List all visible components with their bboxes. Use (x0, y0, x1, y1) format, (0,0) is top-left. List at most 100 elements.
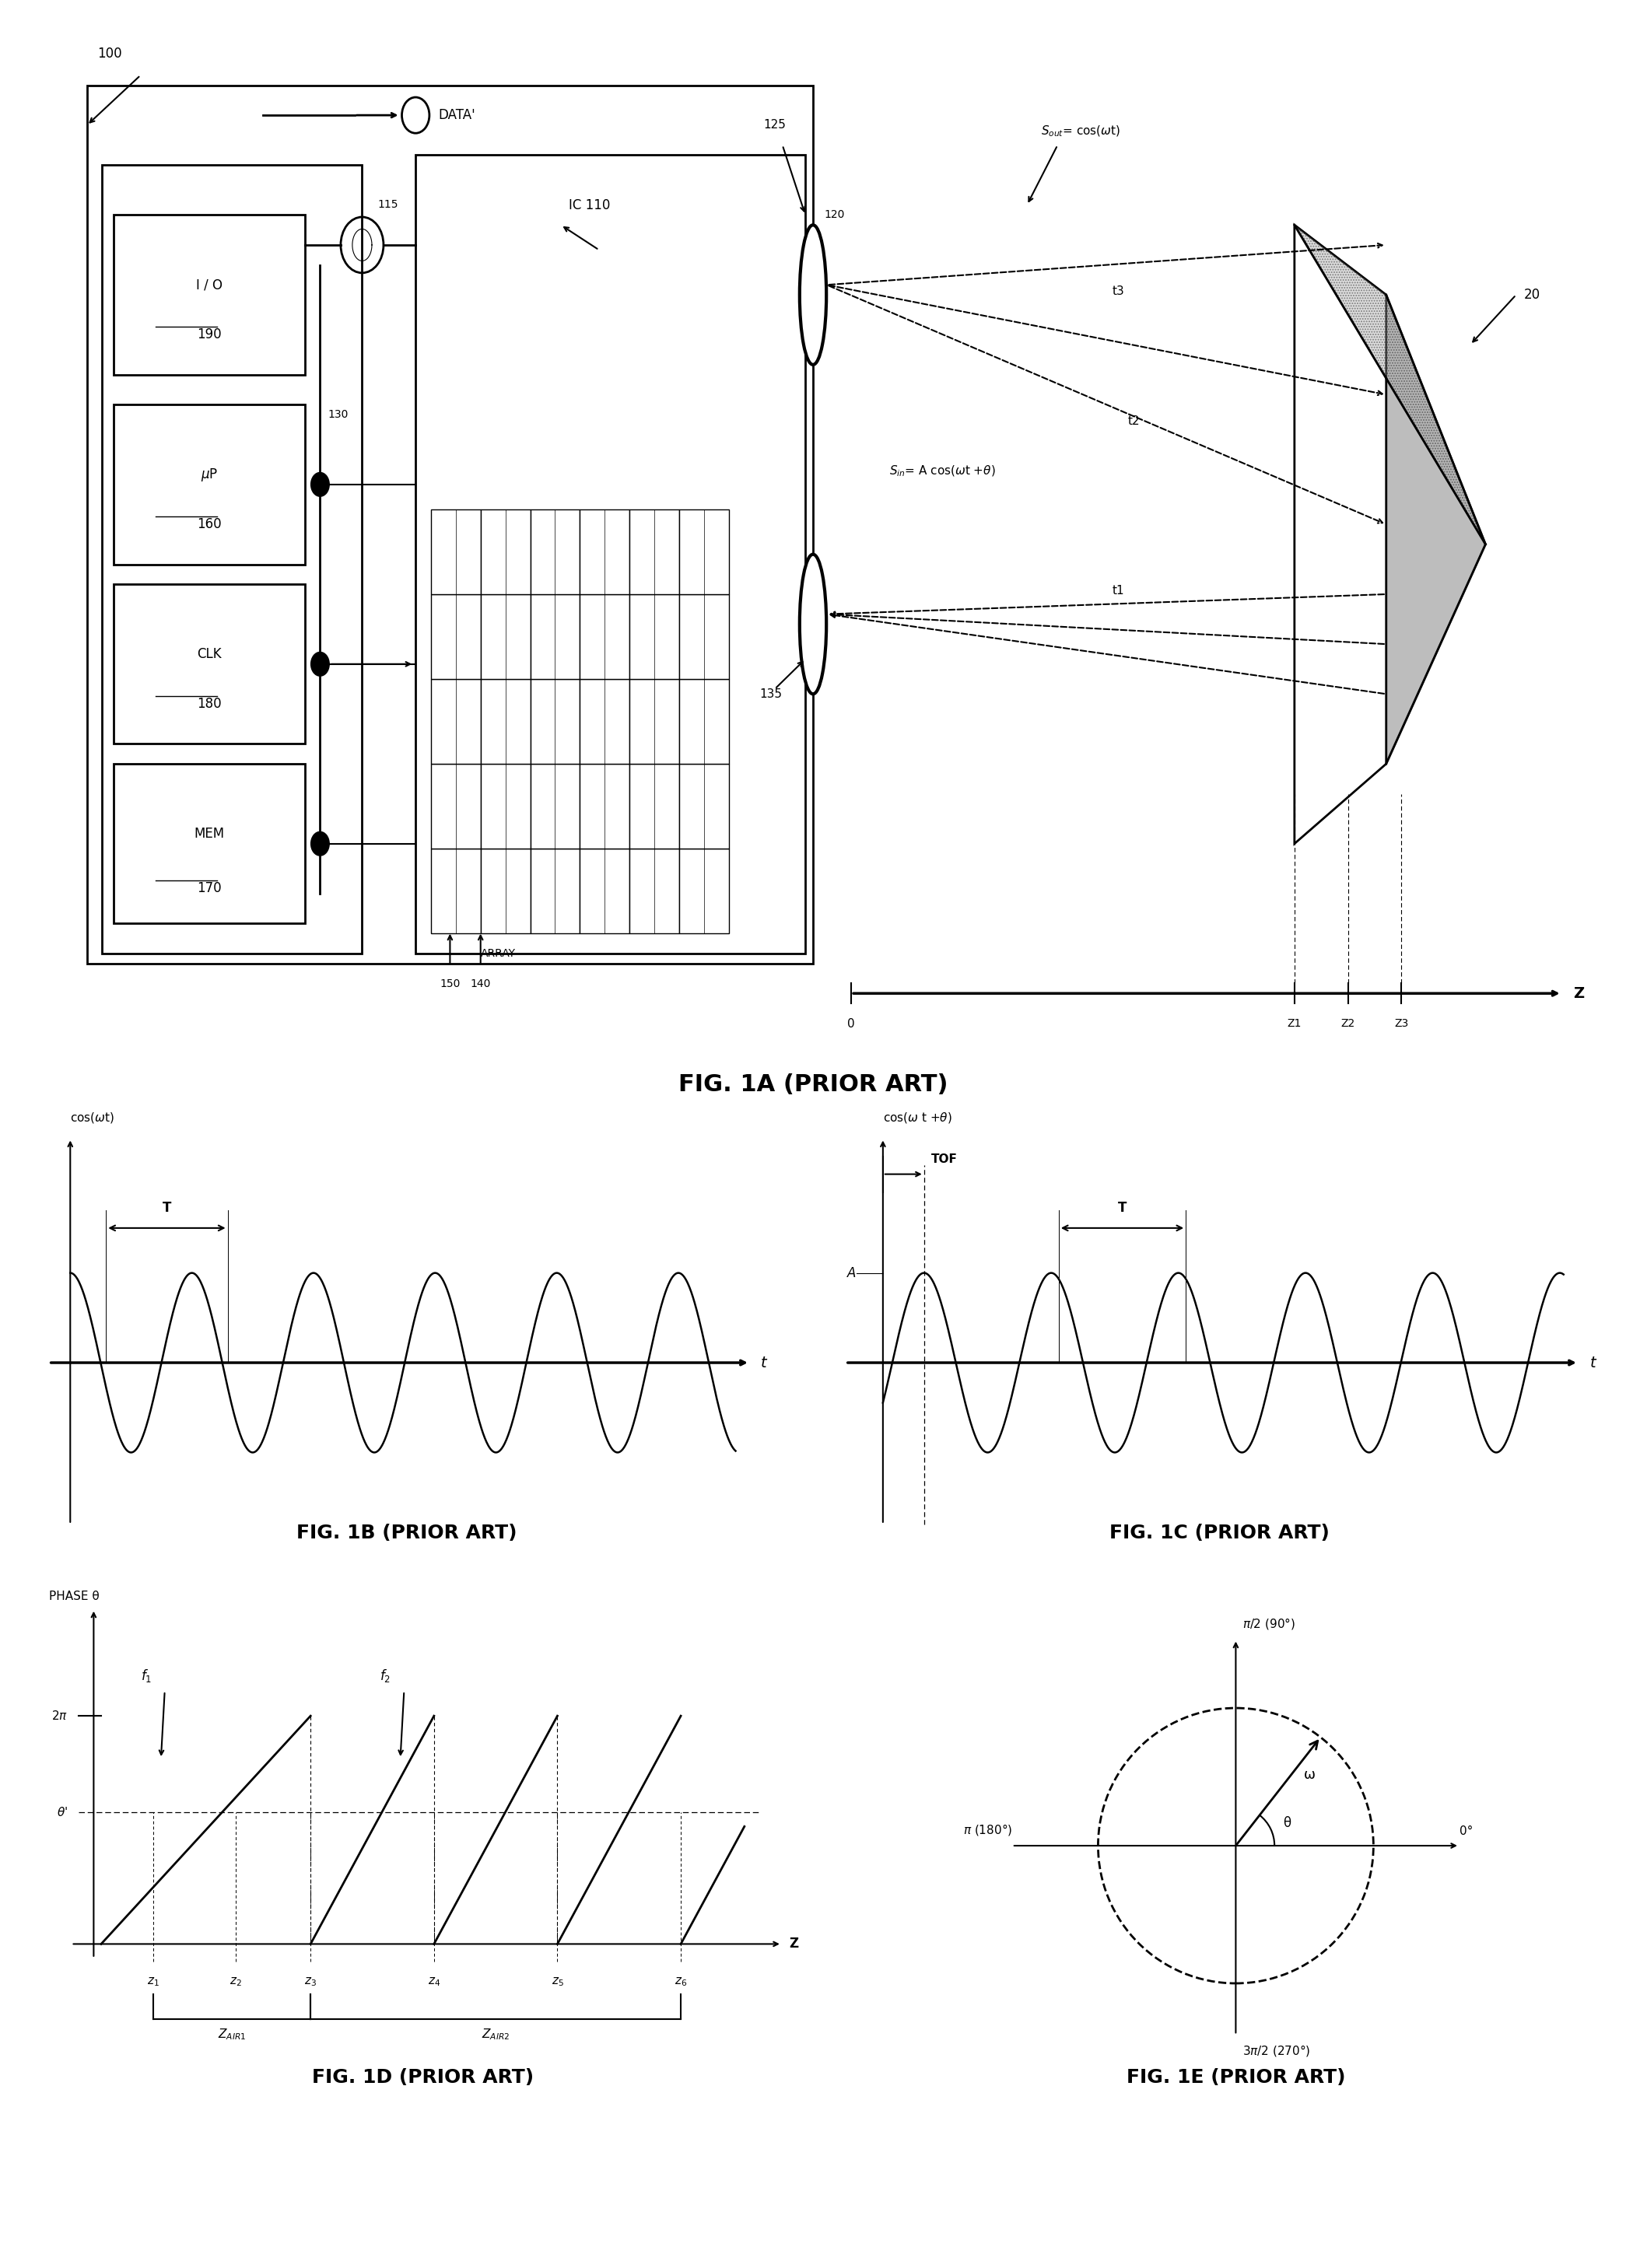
Text: 130: 130 (328, 408, 348, 420)
Text: t3: t3 (1112, 286, 1125, 297)
Bar (580, 678, 629, 764)
Text: Z3: Z3 (1395, 1018, 1408, 1030)
Bar (680, 764, 728, 848)
Text: $z_1$: $z_1$ (148, 1975, 159, 1989)
Text: FIG. 1A (PRIOR ART): FIG. 1A (PRIOR ART) (678, 1073, 948, 1095)
Text: $z_2$: $z_2$ (229, 1975, 242, 1989)
Text: 125: 125 (764, 120, 785, 132)
Text: $\mu$P: $\mu$P (200, 467, 218, 483)
Circle shape (311, 832, 328, 855)
Text: MEM: MEM (193, 828, 224, 841)
Text: 190: 190 (197, 329, 221, 342)
Bar (481, 678, 530, 764)
Text: 2$\pi$: 2$\pi$ (50, 1710, 67, 1721)
Bar (481, 594, 530, 678)
Text: A: A (847, 1266, 855, 1279)
Text: I / O: I / O (197, 279, 223, 293)
Bar (114, 764, 304, 923)
Text: Z2: Z2 (1341, 1018, 1354, 1030)
Text: Z1: Z1 (1288, 1018, 1301, 1030)
Bar (629, 764, 680, 848)
Text: T: T (163, 1200, 171, 1216)
Polygon shape (1294, 225, 1385, 844)
Text: FIG. 1D (PRIOR ART): FIG. 1D (PRIOR ART) (312, 2068, 533, 2087)
Bar (580, 594, 629, 678)
Bar (431, 678, 481, 764)
Text: $\pi$ (180°): $\pi$ (180°) (963, 1821, 1011, 1837)
Bar (481, 510, 530, 594)
Text: 120: 120 (824, 209, 846, 220)
Text: FIG. 1B (PRIOR ART): FIG. 1B (PRIOR ART) (296, 1524, 517, 1542)
Text: DATA': DATA' (439, 109, 476, 122)
Text: 20: 20 (1524, 288, 1540, 302)
Bar (431, 594, 481, 678)
Text: $z_5$: $z_5$ (551, 1975, 564, 1989)
Text: $\theta$': $\theta$' (57, 1805, 67, 1819)
Text: 170: 170 (197, 882, 221, 896)
Bar (680, 594, 728, 678)
Text: ARRAY: ARRAY (481, 948, 515, 959)
Text: $f_1$: $f_1$ (140, 1667, 151, 1685)
Text: 140: 140 (470, 978, 491, 989)
Bar (102, 166, 363, 953)
Text: $z_4$: $z_4$ (428, 1975, 441, 1989)
Text: 0: 0 (847, 1018, 855, 1030)
Text: 135: 135 (759, 687, 782, 701)
Bar (481, 848, 530, 934)
Bar (416, 154, 805, 953)
Text: t2: t2 (1128, 415, 1140, 426)
Bar (114, 585, 304, 744)
Text: CLK: CLK (197, 646, 221, 660)
Text: $z_3$: $z_3$ (304, 1975, 317, 1989)
Circle shape (311, 653, 328, 676)
Bar (481, 764, 530, 848)
Bar (114, 215, 304, 374)
Text: t1: t1 (1112, 585, 1125, 596)
Bar (680, 678, 728, 764)
Text: 160: 160 (197, 517, 221, 531)
Text: cos($\omega$t): cos($\omega$t) (70, 1111, 114, 1125)
Text: 3$\pi$/2 (270°): 3$\pi$/2 (270°) (1242, 2043, 1311, 2059)
Text: 0°: 0° (1460, 1826, 1473, 1837)
Text: PHASE θ: PHASE θ (49, 1590, 99, 1601)
Bar (580, 848, 629, 934)
Bar (680, 510, 728, 594)
Polygon shape (1294, 225, 1486, 544)
Text: T: T (1117, 1200, 1127, 1216)
Text: $S_{in}$= A cos($\omega$t +$\theta$): $S_{in}$= A cos($\omega$t +$\theta$) (889, 465, 995, 479)
Text: θ: θ (1283, 1817, 1291, 1830)
Text: 180: 180 (197, 696, 221, 710)
Bar (530, 510, 580, 594)
Bar (680, 848, 728, 934)
Bar (431, 510, 481, 594)
Text: IC 110: IC 110 (569, 197, 610, 211)
Text: Z: Z (789, 1937, 798, 1950)
Bar (114, 404, 304, 565)
Text: FIG. 1E (PRIOR ART): FIG. 1E (PRIOR ART) (1127, 2068, 1345, 2087)
Text: $\pi$/2 (90°): $\pi$/2 (90°) (1242, 1615, 1296, 1631)
Bar (629, 510, 680, 594)
Text: $z_6$: $z_6$ (675, 1975, 688, 1989)
Bar (530, 594, 580, 678)
Text: $S_{out}$= cos($\omega$t): $S_{out}$= cos($\omega$t) (1041, 125, 1120, 138)
Text: $f_2$: $f_2$ (380, 1667, 390, 1685)
Text: Z: Z (1574, 987, 1584, 1000)
Text: ω: ω (1304, 1767, 1315, 1783)
Bar (629, 848, 680, 934)
Text: cos($\omega$ t +$\theta$): cos($\omega$ t +$\theta$) (883, 1111, 951, 1125)
Bar (580, 764, 629, 848)
Text: TOF: TOF (932, 1154, 958, 1166)
Bar (431, 764, 481, 848)
Text: t: t (1590, 1356, 1595, 1370)
Text: 100: 100 (98, 45, 122, 61)
Text: t: t (761, 1356, 766, 1370)
Text: 150: 150 (439, 978, 460, 989)
Circle shape (311, 472, 328, 497)
Bar (88, 86, 813, 964)
Bar (530, 764, 580, 848)
Bar (629, 678, 680, 764)
Bar (530, 678, 580, 764)
Bar (629, 594, 680, 678)
Text: $Z_{AIR1}$: $Z_{AIR1}$ (218, 2028, 246, 2041)
Bar (530, 848, 580, 934)
